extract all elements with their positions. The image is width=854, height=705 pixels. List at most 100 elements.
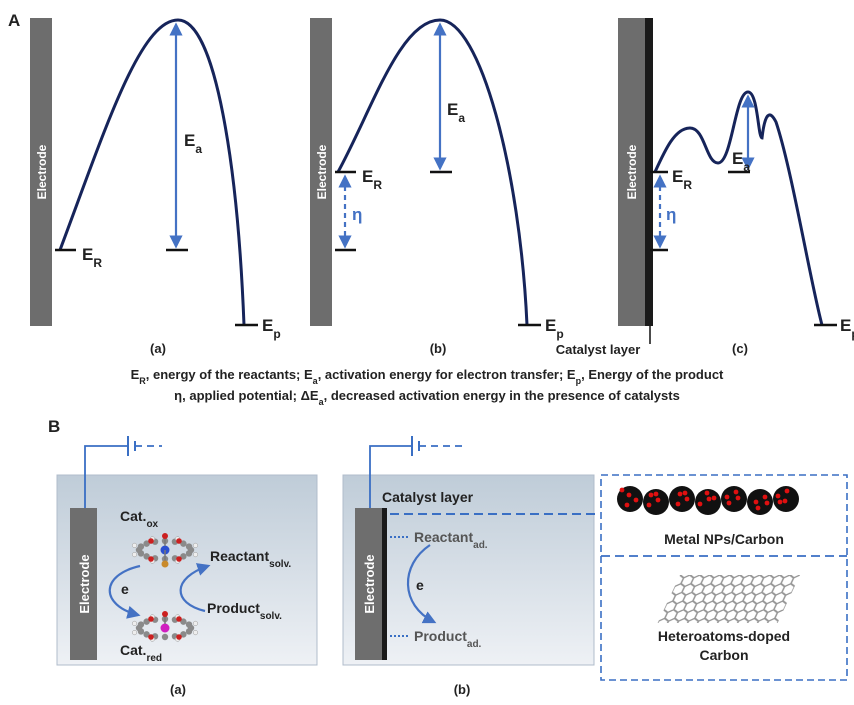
graphene [657, 575, 800, 623]
atom [148, 556, 154, 562]
atom [160, 623, 170, 633]
metal-dot [753, 499, 759, 505]
metal-dot [655, 497, 661, 503]
metal-dot [733, 489, 739, 495]
cell-b-rect [382, 508, 387, 660]
catalyst-layer-label: Catalyst layer [382, 489, 474, 505]
atom [176, 556, 182, 562]
atom [148, 616, 154, 622]
e-r-label-tspan: E [82, 245, 93, 264]
nanoparticle [617, 486, 643, 512]
atom [185, 621, 193, 628]
legend-text: , activation energy for electron transfe… [318, 367, 567, 382]
atom [131, 542, 138, 548]
product-label-tspan: ad. [467, 639, 482, 650]
metal-dot [706, 496, 712, 502]
reactant-label: Reactantad. [414, 529, 488, 551]
caption: (a) [150, 341, 166, 356]
reactant-label-tspan: Reactant [414, 529, 473, 545]
metal-dot [704, 490, 710, 496]
graphene-rect [657, 575, 800, 623]
metal-dot [648, 492, 654, 498]
metal-dot [755, 505, 761, 511]
e-p-label-tspan: p [851, 327, 854, 341]
diagram-c: Electrode ER Ea η Ep Catalyst layer (c) [556, 18, 854, 357]
metal-dot [633, 497, 639, 503]
product-label-tspan: Product [207, 600, 260, 616]
legend-sub: a [319, 397, 325, 407]
e-p-label-tspan: E [840, 316, 851, 335]
cell-a-path [108, 564, 141, 619]
cat-ox-label-tspan: Cat. [120, 508, 146, 524]
legend-line: ER, energy of the reactants; Ea, activat… [131, 367, 724, 386]
e-a-label-tspan: a [195, 142, 202, 156]
metal-dot [784, 488, 790, 494]
atom [131, 630, 138, 636]
legend-text: E [131, 367, 140, 382]
e-a-label-tspan: a [458, 111, 465, 125]
caption: (a) [170, 682, 186, 697]
e-r-label-tspan: E [362, 167, 373, 186]
legend-sub: p [576, 376, 582, 386]
metal-dot [782, 498, 788, 504]
e-p-label-tspan: E [545, 316, 556, 335]
metal-dot [675, 501, 681, 507]
eta-label: η [352, 205, 362, 224]
nanoparticles [617, 486, 799, 515]
metal-dot [619, 487, 625, 493]
legend-sub: R [139, 376, 146, 386]
metal-dot [646, 502, 652, 508]
heteroatom-label: Carbon [700, 647, 749, 663]
panel-label: B [48, 417, 60, 436]
reactant-label-tspan: ad. [473, 540, 488, 551]
metal-dot [626, 492, 632, 498]
heteroatom-label: Heteroatoms-doped [658, 628, 790, 644]
metal-dot [677, 491, 683, 497]
legend-line: η, applied potential; ΔEa, decreased act… [174, 388, 680, 407]
cell-a: Electrode Cat.ox Cat.red e Reactantsolv.… [56, 436, 318, 697]
electrode-label: Electrode [315, 144, 329, 199]
metal-dot [697, 501, 703, 507]
atom [143, 540, 150, 547]
legend-text: , decreased activation energy in the pre… [324, 388, 680, 403]
legend-text: , energy of the reactants; [146, 367, 304, 382]
atom [180, 631, 187, 638]
electrode-label: Electrode [35, 144, 49, 199]
product-label: Productad. [414, 628, 482, 650]
atom [180, 618, 187, 625]
atom [180, 553, 187, 560]
e-r-label: ER [82, 245, 102, 270]
cat-red-label-tspan: Cat. [120, 642, 146, 658]
atom [131, 552, 138, 558]
atom [185, 550, 193, 557]
nanoparticle [669, 486, 695, 512]
atom [185, 543, 193, 550]
e-p-label-tspan: p [556, 327, 563, 341]
e-r-label-tspan: R [93, 256, 102, 270]
diagram-a-rect [30, 18, 52, 326]
metal-dot [684, 496, 690, 502]
atom [192, 630, 199, 636]
atom [137, 621, 145, 628]
e-a-label-tspan: E [447, 100, 458, 119]
catalyst-layer-label: Catalyst layer [556, 342, 641, 357]
diagram-c-rect [618, 18, 645, 326]
legend-text: E [567, 367, 576, 382]
e-a-label-tspan: E [732, 149, 743, 168]
legend-text: , Energy of the product [581, 367, 724, 382]
atom [192, 620, 199, 626]
atom [148, 538, 154, 544]
e-r-label-tspan: R [373, 178, 382, 192]
inset: Metal NPs/Carbon Heteroatoms-doped Carbo… [600, 474, 848, 681]
cat-ox-label: Cat.ox [120, 508, 159, 530]
electrode-label: Electrode [77, 554, 92, 613]
e-a-label: Ea [184, 131, 202, 156]
e-a-label: Ea [732, 149, 750, 174]
diagram-b: Electrode ER Ea η Ep (b) [310, 18, 564, 356]
diagram-a-path [58, 18, 246, 326]
product-label-tspan: solv. [260, 611, 282, 622]
metal-dot [624, 502, 630, 508]
e-a-label-tspan: a [743, 160, 750, 174]
